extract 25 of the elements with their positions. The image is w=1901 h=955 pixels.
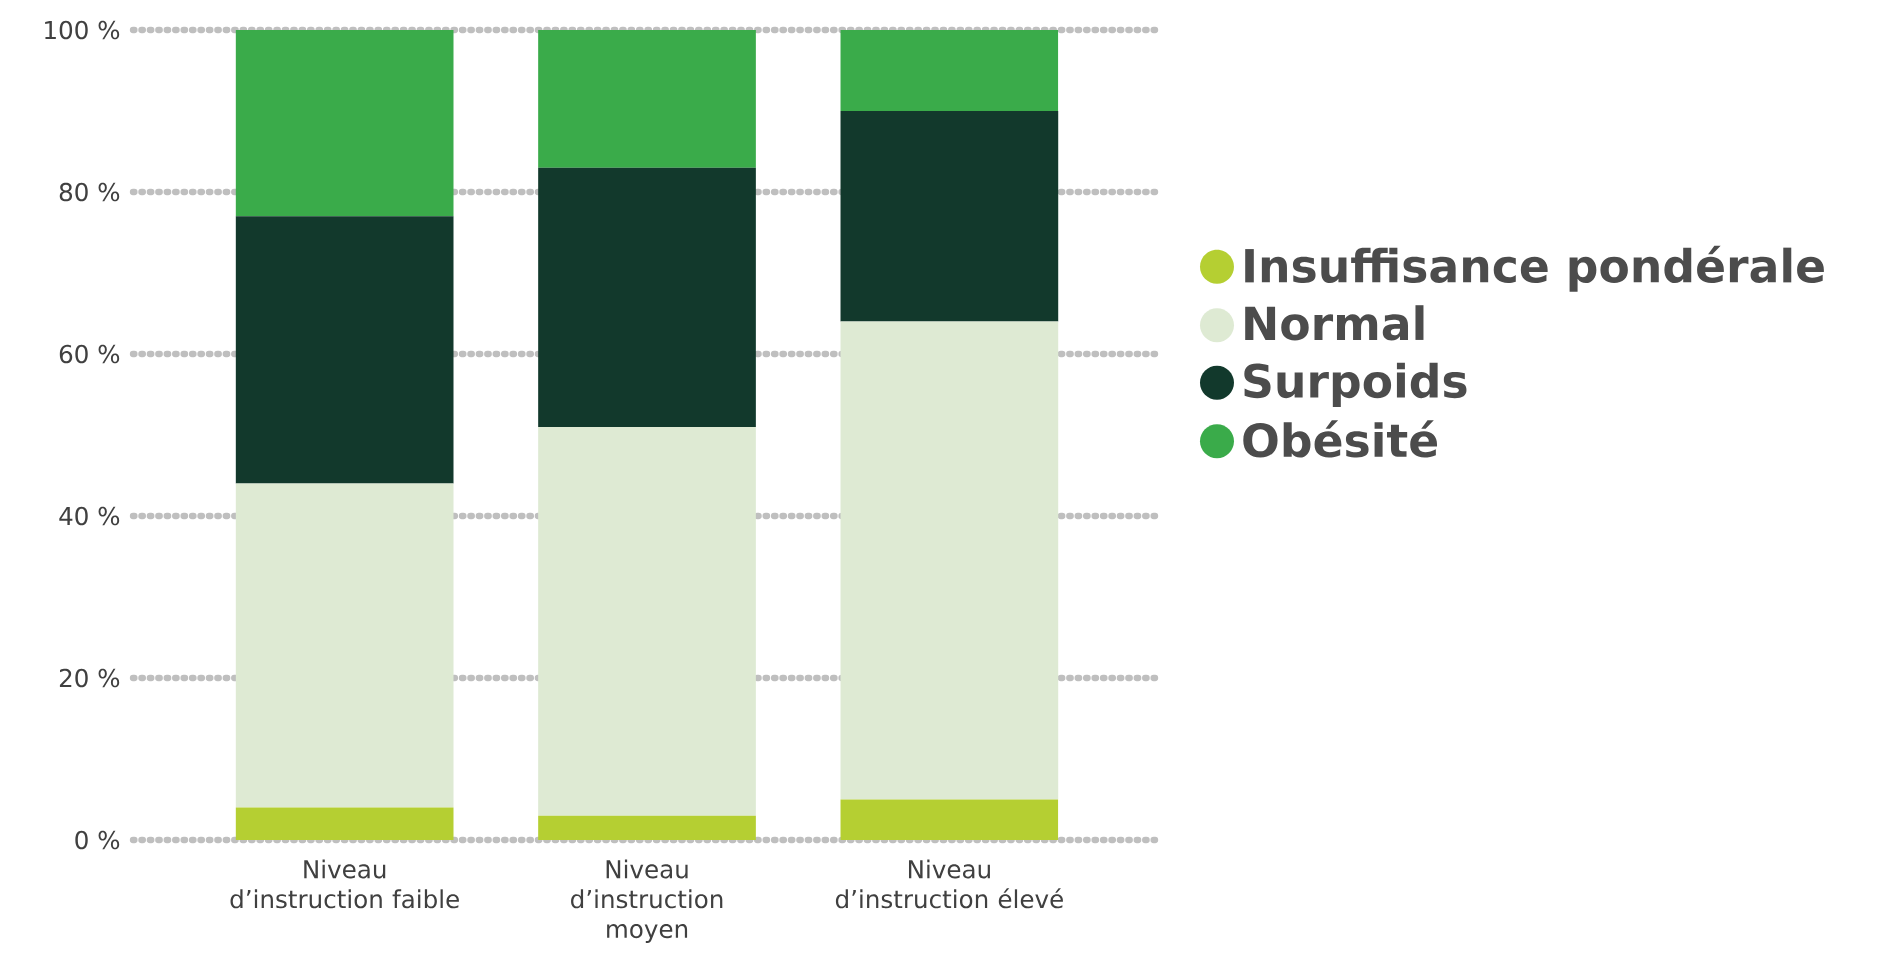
bar xyxy=(840,321,1059,800)
legend-label: Obésité xyxy=(1243,420,1438,458)
y-tick-label: 100 % xyxy=(45,20,120,40)
x-tick-label: Niveau d’instruction élevé xyxy=(835,859,1063,909)
legend-label: Surpoids xyxy=(1244,362,1467,408)
y-tick-label: 0 % xyxy=(75,830,120,850)
bar xyxy=(538,427,756,816)
y-tick-label: 60 % xyxy=(59,344,120,364)
x-tick-label: Niveau d’instruction moyen xyxy=(571,859,723,944)
bar xyxy=(840,799,1059,841)
legend-label: Normal xyxy=(1245,305,1424,341)
y-tick-label: 40 % xyxy=(59,506,120,526)
bar xyxy=(235,807,454,841)
bar xyxy=(840,30,1059,112)
bar xyxy=(538,167,756,428)
y-tick-label: 20 % xyxy=(59,668,120,688)
bar xyxy=(235,216,454,484)
y-tick-label: 80 % xyxy=(59,182,120,202)
x-tick-label: Niveau d’instruction faible xyxy=(230,859,459,909)
bar xyxy=(235,483,454,808)
bar xyxy=(538,815,756,841)
legend-label: Insuffisance pondérale xyxy=(1245,245,1824,292)
bar xyxy=(840,111,1059,322)
bar xyxy=(235,30,454,217)
bar xyxy=(538,30,756,168)
